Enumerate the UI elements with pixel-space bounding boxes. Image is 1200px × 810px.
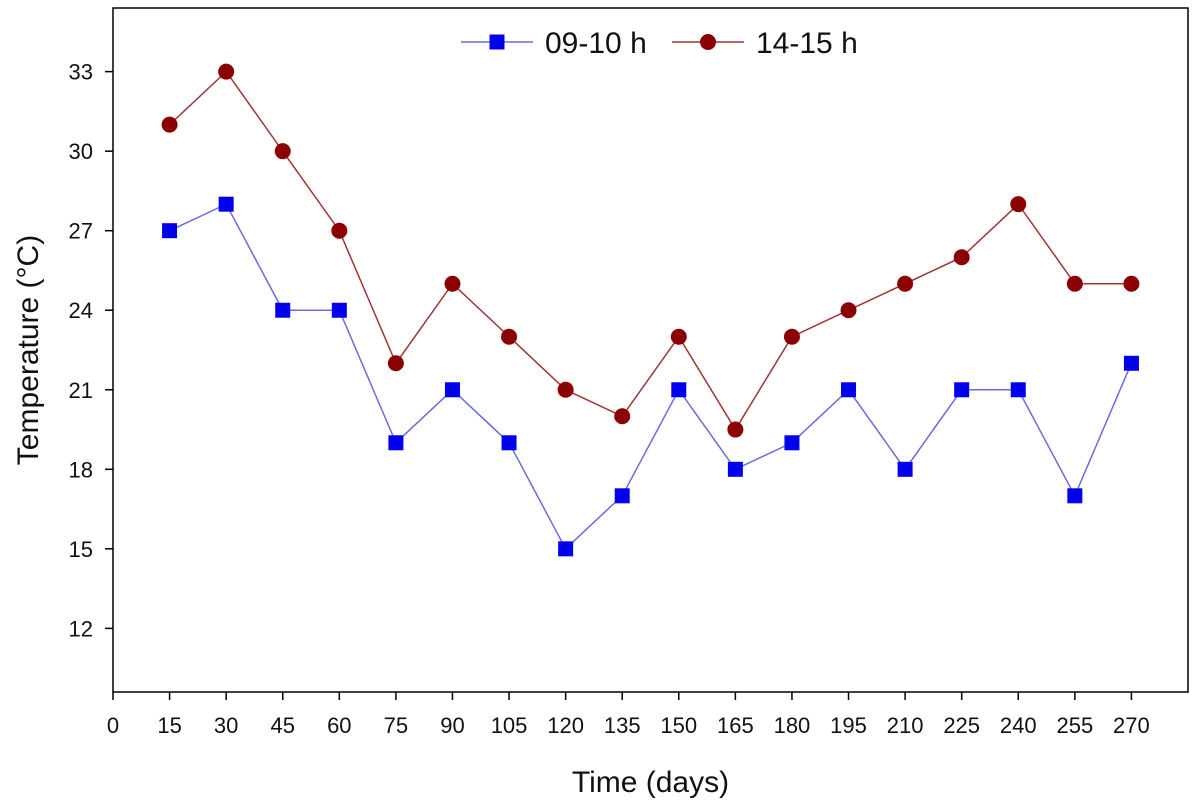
y-tick-label: 18	[69, 457, 93, 482]
legend-label: 14-15 h	[756, 27, 858, 60]
x-tick-label: 165	[717, 713, 754, 738]
x-tick-label: 0	[107, 713, 119, 738]
data-point	[218, 196, 234, 212]
x-axis-title: Time (days)	[572, 766, 729, 799]
data-point	[841, 382, 857, 398]
data-point	[671, 382, 687, 398]
data-point	[162, 223, 178, 239]
data-point	[614, 488, 630, 504]
x-tick-label: 120	[547, 713, 584, 738]
data-point	[1123, 275, 1140, 292]
x-tick-label: 15	[157, 713, 181, 738]
data-point	[953, 249, 970, 266]
y-tick-label: 15	[69, 537, 93, 562]
legend-label: 09-10 h	[545, 27, 647, 60]
y-axis-ticks: 12 15 18 21 24 27 30 33	[69, 60, 113, 641]
x-tick-label: 240	[1000, 713, 1037, 738]
data-point	[501, 328, 518, 345]
x-tick-label: 105	[491, 713, 528, 738]
data-point	[1123, 355, 1139, 371]
data-point	[388, 435, 404, 451]
data-point	[275, 302, 291, 318]
legend-entry: 14-15 h	[672, 27, 858, 60]
x-tick-label: 60	[327, 713, 351, 738]
series-line	[169, 203, 1133, 551]
data-point	[784, 435, 800, 451]
x-tick-label: 90	[440, 713, 464, 738]
data-point	[218, 63, 235, 80]
data-point	[897, 461, 913, 477]
x-tick-label: 270	[1113, 713, 1150, 738]
series-1	[162, 196, 1139, 557]
x-tick-label: 45	[270, 713, 294, 738]
x-tick-label: 255	[1056, 713, 1093, 738]
y-tick-label: 21	[69, 378, 93, 403]
y-tick-label: 27	[69, 219, 93, 244]
data-point	[1066, 275, 1083, 292]
x-tick-label: 150	[660, 713, 697, 738]
x-tick-label: 195	[830, 713, 867, 738]
series-layer	[161, 63, 1140, 557]
data-point	[444, 382, 460, 398]
data-point	[614, 408, 631, 425]
y-tick-label: 24	[69, 298, 93, 323]
x-tick-label: 135	[604, 713, 641, 738]
data-point	[387, 355, 404, 372]
y-tick-label: 12	[69, 616, 93, 641]
data-point	[954, 382, 970, 398]
x-tick-label: 180	[774, 713, 811, 738]
x-axis-ticks: 0 15 30 45 60 75 90 105 120 135 150 165 180 195 210 225…	[107, 692, 1150, 738]
data-point	[1067, 488, 1083, 504]
data-point	[557, 381, 574, 398]
x-tick-label: 225	[943, 713, 980, 738]
data-point	[444, 275, 461, 292]
data-point	[558, 541, 574, 557]
data-point	[1010, 196, 1027, 213]
series-2	[161, 63, 1140, 438]
data-point	[161, 116, 178, 133]
x-tick-label: 30	[214, 713, 238, 738]
plot-area	[112, 7, 1189, 693]
x-tick-label: 75	[384, 713, 408, 738]
data-point	[331, 222, 348, 239]
legend-marker	[489, 34, 505, 50]
data-point	[840, 302, 857, 319]
data-point	[331, 302, 347, 318]
x-tick-label: 210	[887, 713, 924, 738]
data-point	[1010, 382, 1026, 398]
y-tick-label: 33	[69, 60, 93, 85]
data-point	[670, 328, 687, 345]
series-line	[169, 70, 1132, 431]
data-point	[783, 328, 800, 345]
legend-marker	[700, 34, 716, 50]
legend-entry: 09-10 h	[461, 27, 647, 60]
plot-frame	[112, 7, 1189, 693]
y-tick-label: 30	[69, 139, 93, 164]
y-axis-title: Temperature (°C)	[12, 235, 45, 465]
legend: 09-10 h 14-15 h	[461, 27, 858, 60]
data-point	[274, 143, 291, 160]
data-point	[727, 461, 743, 477]
data-point	[501, 435, 517, 451]
data-point	[727, 421, 744, 438]
data-point	[897, 275, 914, 292]
